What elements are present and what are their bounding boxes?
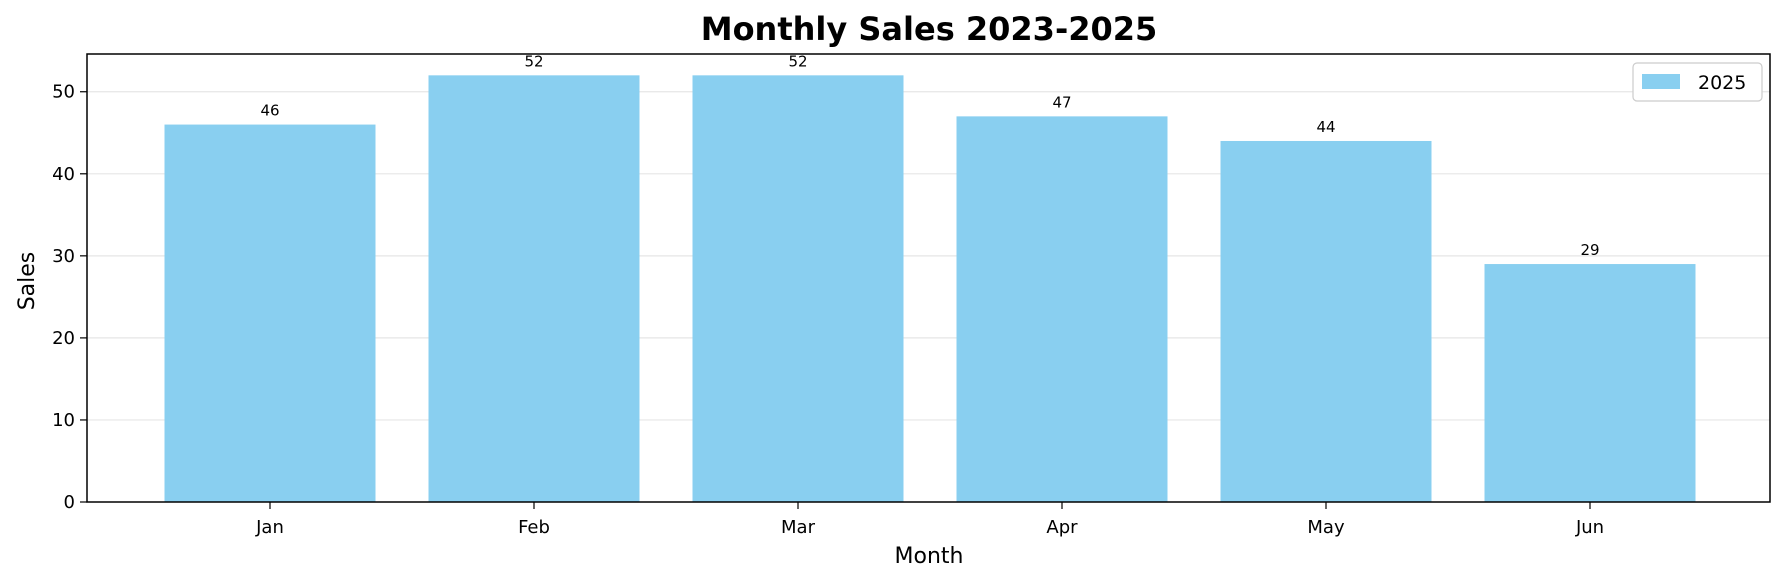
bar-feb xyxy=(428,75,640,502)
x-tick-label: Jan xyxy=(255,517,284,538)
bar-jun xyxy=(1484,264,1696,502)
x-tick-label: Mar xyxy=(781,517,816,538)
y-axis-label: Sales xyxy=(15,252,40,311)
x-tick-label: Feb xyxy=(518,517,550,538)
data-labels: 46 52 52 47 44 29 xyxy=(260,52,1599,259)
bar-may xyxy=(1220,140,1432,502)
bar-apr xyxy=(956,116,1168,502)
bar-jan xyxy=(164,124,376,503)
y-tick-label: 10 xyxy=(52,410,75,431)
data-label: 29 xyxy=(1580,241,1599,259)
chart-title: Monthly Sales 2023-2025 xyxy=(701,10,1158,48)
bars xyxy=(164,75,1696,503)
x-axis-ticks: Jan Feb Mar Apr May Jun xyxy=(255,502,1604,538)
data-label: 44 xyxy=(1316,118,1335,136)
x-tick-label: Apr xyxy=(1046,517,1078,538)
y-tick-label: 30 xyxy=(52,246,75,267)
y-tick-label: 40 xyxy=(52,164,75,185)
y-axis-ticks: 0 10 20 30 40 50 xyxy=(52,82,87,513)
y-tick-label: 50 xyxy=(52,82,75,103)
legend: 2025 xyxy=(1632,62,1763,102)
data-label: 52 xyxy=(788,52,807,70)
plot-frame xyxy=(86,53,1771,503)
y-tick-label: 0 xyxy=(64,492,75,513)
data-label: 52 xyxy=(524,52,543,70)
bar-mar xyxy=(692,75,904,502)
data-label: 47 xyxy=(1052,93,1071,111)
legend-label: 2025 xyxy=(1698,72,1746,94)
legend-box xyxy=(1632,62,1763,102)
data-label: 46 xyxy=(260,102,279,120)
legend-swatch xyxy=(1642,74,1680,89)
y-tick-label: 20 xyxy=(52,328,75,349)
x-tick-label: Jun xyxy=(1575,517,1604,538)
x-axis-label: Month xyxy=(895,544,964,569)
x-tick-label: May xyxy=(1307,517,1345,538)
